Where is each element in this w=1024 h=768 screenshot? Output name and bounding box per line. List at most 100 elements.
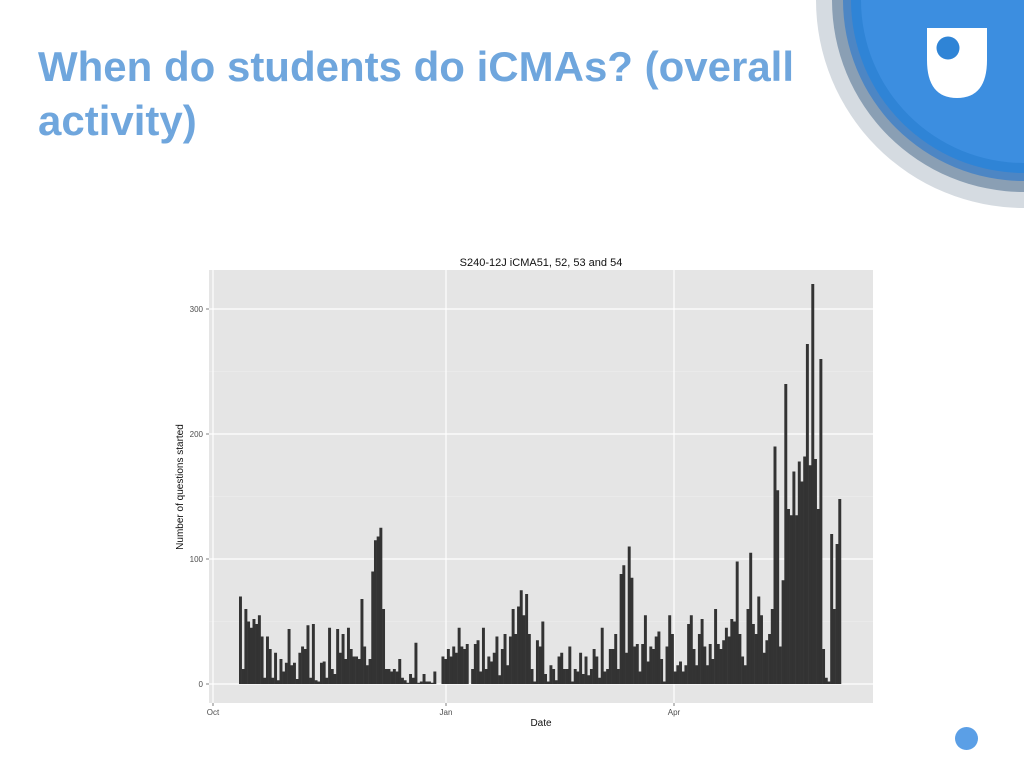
bar: [614, 634, 618, 684]
bar: [770, 609, 774, 684]
bar: [446, 649, 450, 684]
bar: [441, 656, 445, 684]
bar: [560, 652, 564, 684]
bar: [430, 682, 434, 684]
bar: [681, 671, 685, 684]
bar: [592, 649, 596, 684]
bar: [708, 644, 712, 684]
bar: [814, 459, 817, 684]
bar: [490, 661, 494, 684]
bar: [328, 627, 332, 684]
bar: [239, 596, 242, 684]
bar: [503, 634, 507, 684]
bar: [643, 615, 647, 684]
bar: [433, 671, 437, 684]
bar: [762, 652, 766, 684]
bar: [719, 649, 723, 684]
bar: [816, 509, 820, 684]
bar: [695, 665, 699, 684]
bar: [706, 665, 709, 684]
bar: [571, 681, 574, 684]
bar: [565, 669, 569, 684]
bar: [392, 669, 396, 684]
bar: [722, 640, 726, 684]
bar: [498, 675, 502, 684]
bar: [406, 682, 410, 684]
bar: [784, 384, 788, 684]
bar: [287, 629, 291, 684]
bar: [652, 649, 655, 684]
bar: [660, 659, 664, 684]
bar: [625, 652, 628, 684]
bar: [544, 674, 547, 684]
bar: [352, 656, 356, 684]
bars: [239, 284, 842, 684]
bar: [419, 681, 423, 684]
bar: [360, 599, 364, 684]
bar: [573, 669, 577, 684]
bar: [703, 646, 707, 684]
bar: [676, 665, 680, 684]
axes: 0 100 200 300 Oct Jan Apr: [190, 305, 681, 717]
bar: [409, 674, 413, 684]
bar: [484, 669, 488, 684]
bar: [562, 669, 566, 684]
x-tick-label: Jan: [440, 708, 453, 717]
bar: [557, 656, 561, 684]
bar: [487, 656, 491, 684]
bar: [247, 621, 251, 684]
x-axis-label: Date: [530, 718, 552, 729]
bar: [495, 636, 499, 684]
bar: [303, 649, 307, 684]
bar: [598, 677, 601, 684]
bar: [398, 659, 402, 684]
bar: [463, 649, 467, 684]
bar: [511, 609, 515, 684]
bar: [778, 646, 782, 684]
bar: [727, 636, 731, 684]
bar: [457, 627, 461, 684]
bar: [306, 625, 310, 684]
bar: [641, 644, 645, 684]
bar: [781, 580, 785, 684]
bar: [252, 619, 256, 684]
open-university-logo-icon: [816, 0, 1024, 208]
bar: [284, 662, 288, 684]
bar: [684, 665, 688, 684]
y-tick-label: 0: [199, 680, 204, 689]
bar: [803, 456, 807, 684]
bar: [606, 669, 610, 684]
bar: [824, 677, 828, 684]
x-tick-label: Apr: [668, 708, 681, 717]
bar: [314, 680, 318, 684]
bar: [830, 534, 834, 684]
bar: [616, 669, 620, 684]
bar: [649, 646, 653, 684]
bar: [743, 665, 747, 684]
y-tick-label: 300: [190, 305, 204, 314]
bar: [711, 659, 715, 684]
bar: [827, 681, 831, 684]
bar: [349, 649, 353, 684]
bar: [295, 679, 299, 684]
bar: [330, 669, 334, 684]
bar: [322, 661, 326, 684]
bar: [341, 634, 345, 684]
bar: [346, 627, 350, 684]
bar: [422, 674, 426, 684]
bar: [773, 446, 777, 684]
bar: [274, 652, 278, 684]
bar: [522, 615, 526, 684]
bar: [535, 640, 539, 684]
bar: [266, 636, 269, 684]
bar: [384, 669, 388, 684]
bar: [819, 359, 823, 684]
bar: [400, 677, 404, 684]
bar: [760, 615, 763, 684]
bar: [336, 629, 340, 684]
bar-chart: S240-12J iCMA51, 52, 53 and 54 0 100 200 30…: [175, 257, 873, 729]
bar: [633, 646, 637, 684]
bar: [387, 669, 391, 684]
bar: [481, 627, 485, 684]
bar: [508, 636, 512, 684]
